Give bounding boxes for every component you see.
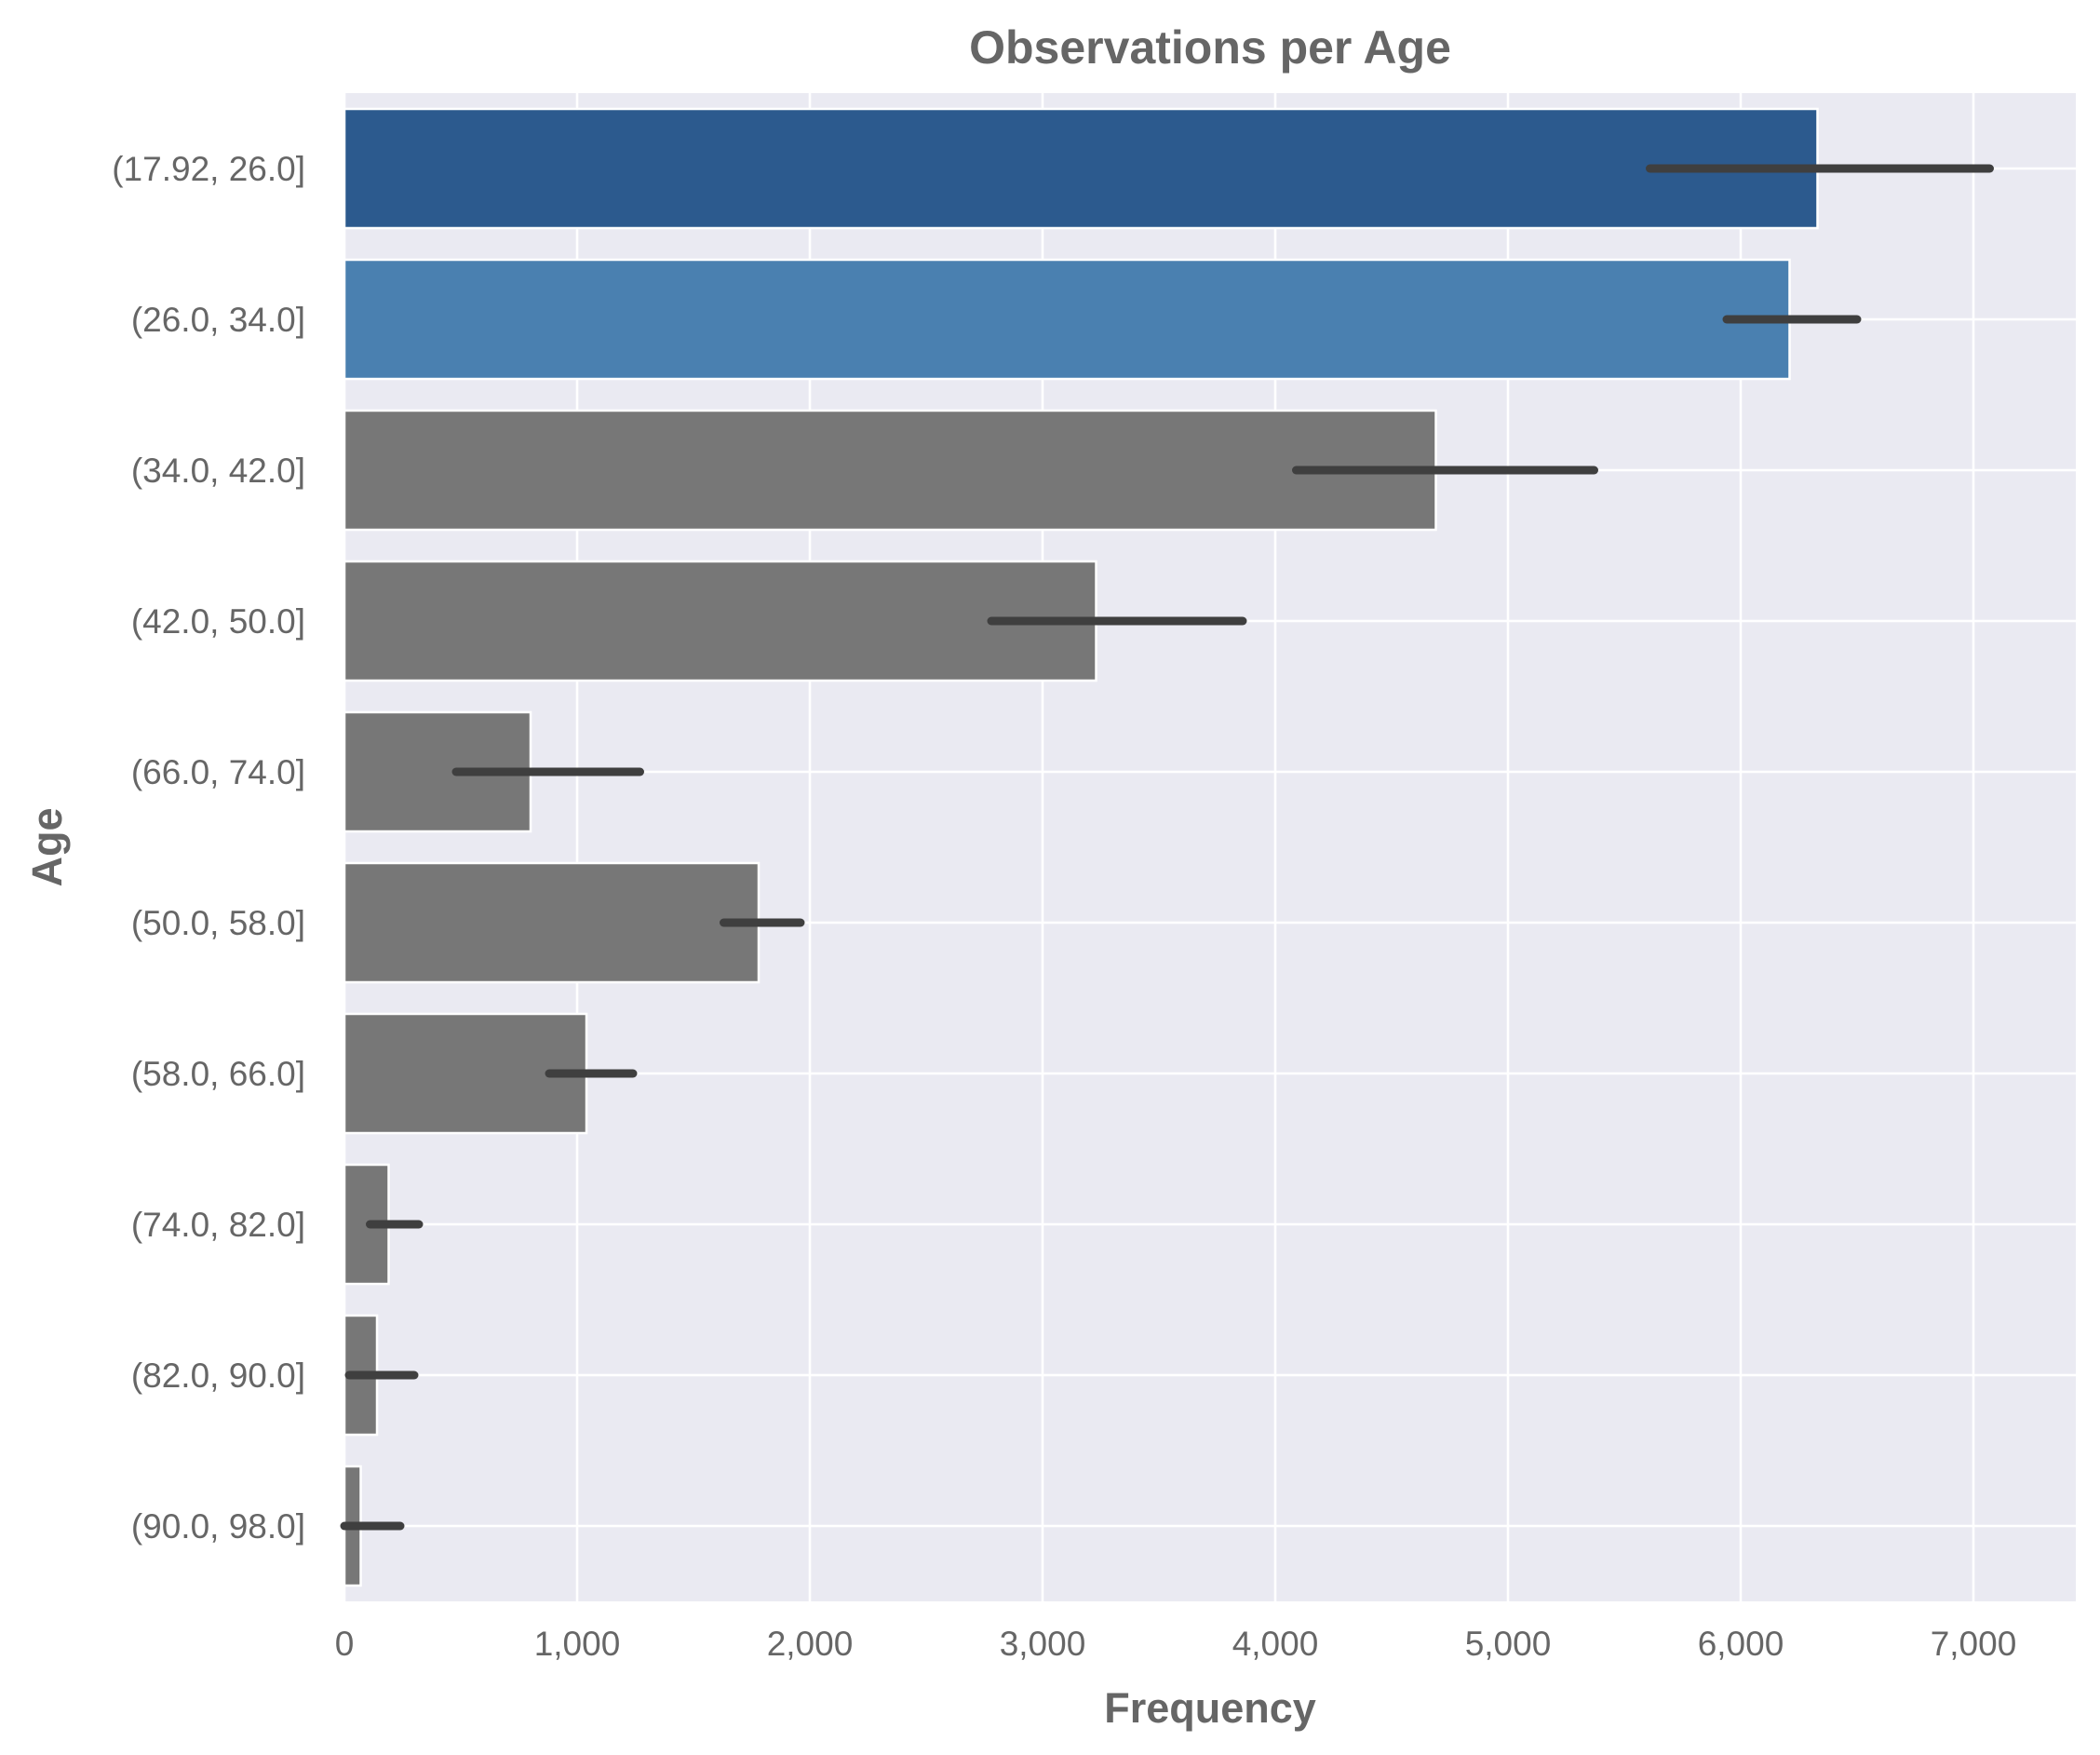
x-tick-label-3: 3,000: [1000, 1625, 1086, 1663]
y-tick-label-8: (82.0, 90.0]: [131, 1357, 305, 1395]
x-tick-label-2: 2,000: [767, 1625, 854, 1663]
y-tick-label-7: (74.0, 82.0]: [131, 1206, 305, 1244]
y-tick-label-0: (17.92, 26.0]: [112, 150, 305, 188]
y-tick-label-3: (42.0, 50.0]: [131, 602, 305, 641]
error-bars: [340, 164, 1994, 1531]
y-tick-labels: (17.92, 26.0] (26.0, 34.0] (34.0, 42.0] (42…: [112, 150, 305, 1546]
bar-1: [343, 258, 1791, 381]
bar-0: [343, 107, 1819, 230]
y-tick-label-5: (50.0, 58.0]: [131, 904, 305, 942]
y-tick-label-4: (66.0, 74.0]: [131, 753, 305, 791]
x-tick-label-0: 0: [335, 1625, 355, 1663]
x-tick-label-5: 5,000: [1465, 1625, 1552, 1663]
x-tick-labels: 0 1,000 2,000 3,000 4,000 5,000 6,000 7,000: [335, 1625, 2017, 1663]
bar-5: [343, 861, 761, 984]
x-axis-label: Frequency: [1104, 1684, 1316, 1732]
x-tick-label-4: 4,000: [1232, 1625, 1319, 1663]
x-tick-label-6: 6,000: [1698, 1625, 1784, 1663]
y-tick-label-6: (58.0, 66.0]: [131, 1055, 305, 1093]
bars: [343, 107, 1819, 1587]
y-tick-label-2: (34.0, 42.0]: [131, 452, 305, 490]
y-tick-label-9: (90.0, 98.0]: [131, 1507, 305, 1546]
bar-3: [343, 560, 1097, 682]
y-axis-label: Age: [23, 807, 71, 886]
y-tick-label-1: (26.0, 34.0]: [131, 301, 305, 339]
x-tick-label-1: 1,000: [534, 1625, 621, 1663]
bar-2: [343, 409, 1437, 532]
chart-title: Observations per Age: [969, 21, 1451, 74]
x-tick-label-7: 7,000: [1931, 1625, 2017, 1663]
